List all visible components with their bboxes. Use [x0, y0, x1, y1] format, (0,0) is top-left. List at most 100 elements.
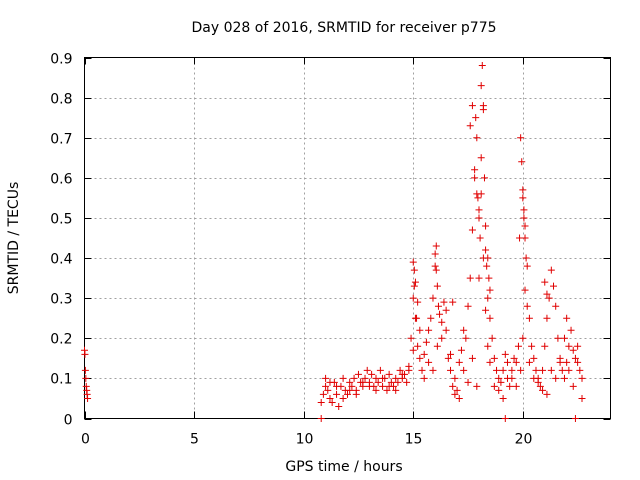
data-point	[427, 314, 435, 322]
data-point	[339, 374, 347, 382]
data-point	[425, 358, 433, 366]
data-point	[501, 350, 509, 358]
data-point	[483, 262, 491, 270]
data-point	[543, 314, 551, 322]
data-point	[361, 374, 369, 382]
data-point	[407, 334, 415, 342]
data-point	[398, 370, 406, 378]
data-point	[539, 386, 547, 394]
y-tick-label: 0.4	[50, 252, 72, 268]
data-point	[565, 366, 573, 374]
data-point	[506, 382, 514, 390]
data-point	[476, 234, 484, 242]
data-point	[558, 366, 566, 374]
data-point	[418, 366, 426, 374]
data-point	[563, 314, 571, 322]
data-point	[523, 302, 531, 310]
data-point	[490, 382, 498, 390]
data-point	[374, 378, 382, 386]
data-point	[348, 382, 356, 390]
data-point	[447, 350, 455, 358]
data-point	[475, 214, 483, 222]
data-point	[359, 378, 367, 386]
data-point	[431, 250, 439, 258]
data-point	[409, 294, 417, 302]
data-point	[475, 274, 483, 282]
data-point	[405, 366, 413, 374]
data-point	[519, 194, 527, 202]
data-point	[486, 286, 494, 294]
data-point	[394, 378, 402, 386]
data-point	[82, 374, 90, 382]
data-point	[414, 342, 422, 350]
data-point	[455, 394, 463, 402]
data-point	[431, 262, 439, 270]
data-point	[346, 378, 354, 386]
data-point	[528, 342, 536, 350]
data-point	[523, 262, 531, 270]
data-point	[556, 358, 564, 366]
data-point	[409, 346, 417, 354]
data-point	[477, 82, 485, 90]
data-point	[545, 294, 553, 302]
data-point	[410, 282, 418, 290]
data-point	[530, 374, 538, 382]
data-point	[571, 415, 579, 422]
data-point	[440, 298, 448, 306]
data-point	[495, 374, 503, 382]
data-point	[495, 386, 503, 394]
data-point	[547, 266, 555, 274]
data-point	[519, 334, 527, 342]
data-point	[460, 366, 468, 374]
data-point	[365, 382, 373, 390]
data-point	[468, 354, 476, 362]
data-point	[433, 342, 441, 350]
data-point	[438, 334, 446, 342]
data-point	[317, 415, 325, 422]
data-point	[484, 342, 492, 350]
data-point	[534, 378, 542, 386]
data-point	[484, 294, 492, 302]
data-point	[403, 378, 411, 386]
data-point	[416, 354, 424, 362]
data-point	[550, 282, 558, 290]
data-point	[326, 378, 334, 386]
data-point	[578, 394, 586, 402]
data-point	[512, 382, 520, 390]
data-point	[477, 154, 485, 162]
x-tick-label: 5	[190, 432, 199, 448]
data-point	[571, 354, 579, 362]
y-tick-label: 0.9	[50, 52, 72, 68]
data-point	[392, 386, 400, 394]
data-point	[352, 390, 360, 398]
data-point	[474, 194, 482, 202]
data-point	[554, 334, 562, 342]
data-point	[486, 314, 494, 322]
data-point	[387, 378, 395, 386]
data-point	[563, 358, 571, 366]
data-point	[368, 370, 376, 378]
y-tick-label: 0.1	[50, 372, 72, 388]
data-point	[576, 366, 584, 374]
data-point	[451, 374, 459, 382]
data-point	[472, 114, 480, 122]
data-point	[488, 334, 496, 342]
data-point	[530, 354, 538, 362]
data-point	[521, 234, 529, 242]
data-point	[517, 366, 525, 374]
data-point	[414, 298, 422, 306]
data-point	[578, 374, 586, 382]
data-point	[501, 415, 509, 422]
y-tick-label: 0.6	[50, 172, 72, 188]
data-point	[499, 366, 507, 374]
y-axis-title: SRMTID / TECUs	[6, 182, 22, 295]
data-point	[333, 390, 341, 398]
data-point	[552, 374, 560, 382]
data-point	[541, 278, 549, 286]
data-point	[473, 190, 481, 198]
data-point	[574, 342, 582, 350]
data-point	[346, 386, 354, 394]
data-point	[350, 374, 358, 382]
axis-ticks: 0 0.1 0.2 0.3 0.4 0.5 0.6 0.7 0.8 0.9 0 5 10 15 20	[50, 52, 611, 448]
data-point	[503, 358, 511, 366]
